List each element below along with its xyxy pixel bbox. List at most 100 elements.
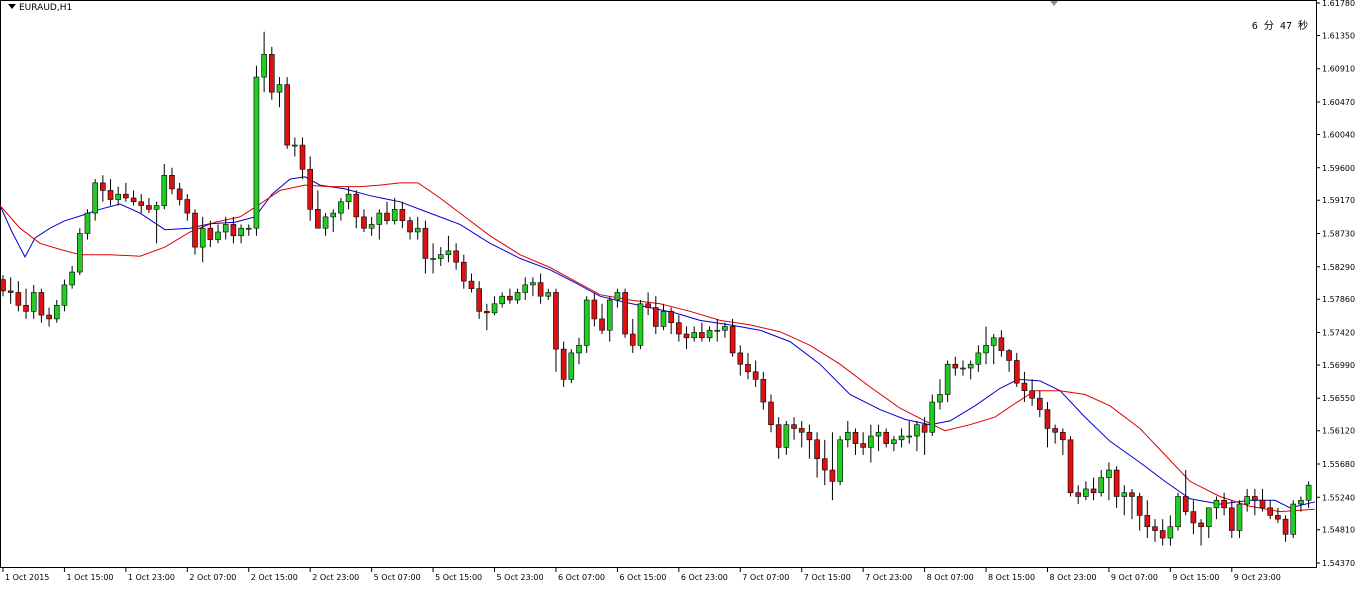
candle-body	[153, 205, 160, 210]
candle-body	[622, 292, 628, 335]
candle-body	[1275, 515, 1281, 520]
candle-body	[990, 337, 997, 346]
candle-body	[130, 197, 137, 203]
candle-body	[1252, 496, 1258, 501]
candle-body	[821, 458, 828, 471]
candle-body	[983, 345, 989, 354]
candle-body	[460, 261, 467, 282]
candle-body	[1060, 431, 1066, 441]
candle-body	[737, 352, 744, 365]
candle-body	[484, 311, 490, 314]
candle-body	[1152, 526, 1158, 531]
candle-body	[292, 144, 298, 147]
candle-body	[1021, 382, 1028, 391]
candle-body	[407, 220, 413, 233]
candle-body	[891, 439, 897, 444]
candle-body	[883, 431, 890, 444]
candles-layer	[0, 31, 1312, 546]
price-tick-label: 1.58290	[1322, 263, 1355, 272]
candle-body	[699, 332, 705, 339]
candle-body	[637, 303, 644, 346]
candle-body	[437, 254, 444, 259]
candle-body	[806, 431, 813, 441]
candle-body	[1044, 409, 1051, 429]
candle-body	[798, 428, 805, 433]
candle-body	[952, 363, 959, 369]
candle-body	[691, 332, 698, 339]
candle-body	[1298, 499, 1304, 505]
price-tick-label: 1.59170	[1322, 196, 1355, 205]
candle-body	[1221, 499, 1227, 509]
candle-body	[1229, 507, 1235, 531]
time-tick-label: 6 Oct 07:00	[558, 573, 605, 582]
symbol-timeframe-label[interactable]: EURAUD,H1	[8, 3, 72, 13]
candle-body	[30, 292, 37, 312]
candle-body	[1106, 469, 1112, 478]
candle-body	[568, 352, 575, 380]
candle-body	[1236, 503, 1243, 531]
candle-body	[245, 227, 252, 230]
time-tick-label: 8 Oct 23:00	[1049, 573, 1096, 582]
scroll-marker-icon[interactable]	[1050, 1, 1058, 6]
candle-body	[599, 318, 605, 331]
candle-body	[1098, 477, 1105, 494]
candle-body	[652, 307, 659, 327]
candle-body	[1267, 507, 1273, 516]
candle-body	[1305, 484, 1312, 501]
time-tick-label: 1 Oct 15:00	[66, 573, 113, 582]
candle-body	[553, 292, 559, 350]
candle-body	[560, 348, 567, 380]
candle-body	[69, 271, 75, 286]
candle-body	[676, 322, 682, 335]
time-tick-label: 6 Oct 15:00	[619, 573, 666, 582]
candle-body	[1083, 488, 1089, 497]
candle-body	[23, 304, 29, 312]
candle-body	[1244, 496, 1250, 505]
candle-body	[107, 190, 114, 200]
candle-body	[368, 224, 375, 229]
candle-body	[1136, 496, 1143, 516]
candle-body	[1290, 503, 1297, 535]
candle-body	[123, 193, 129, 199]
candle-body	[230, 224, 237, 237]
candle-body	[906, 435, 913, 438]
time-tick-label: 7 Oct 23:00	[865, 573, 912, 582]
symbol-text: EURAUD,H1	[19, 3, 73, 13]
candle-body	[714, 329, 721, 332]
candle-body	[507, 295, 513, 301]
candle-body	[1205, 507, 1212, 528]
bar-countdown: 6 分 47 秒	[1251, 21, 1308, 32]
candle-body	[967, 363, 974, 369]
time-axis: 1 Oct 2015 1 Oct 15:00 1 Oct 23:00 2 Oct 07…	[2, 568, 1281, 582]
candle-body	[1067, 439, 1074, 494]
price-tick-label: 1.54810	[1322, 526, 1355, 535]
candle-body	[683, 333, 690, 339]
time-tick-label: 1 Oct 23:00	[128, 573, 175, 582]
candle-body	[361, 216, 367, 229]
candle-body	[499, 295, 506, 305]
candle-body	[169, 175, 175, 190]
candle-body	[791, 424, 797, 429]
time-tick-label: 2 Oct 15:00	[251, 573, 298, 582]
price-tick-label: 1.58730	[1322, 229, 1355, 238]
candle-body	[184, 199, 191, 214]
time-tick-label: 1 Oct 2015	[5, 573, 49, 582]
candle-body	[975, 352, 982, 365]
candle-body	[837, 439, 843, 482]
candle-body	[315, 209, 321, 229]
candle-body	[84, 212, 91, 234]
candle-body	[629, 333, 636, 346]
candle-body	[284, 84, 290, 146]
time-tick-label: 8 Oct 07:00	[927, 573, 974, 582]
time-tick-label: 5 Oct 23:00	[497, 573, 544, 582]
candle-body	[138, 201, 145, 206]
price-tick-label: 1.59600	[1322, 164, 1355, 173]
candle-body	[7, 290, 14, 293]
candle-body	[844, 431, 851, 441]
candle-body	[775, 424, 782, 448]
time-tick-label: 5 Oct 15:00	[435, 573, 482, 582]
candle-body	[914, 424, 920, 437]
candle-body	[1090, 488, 1097, 494]
